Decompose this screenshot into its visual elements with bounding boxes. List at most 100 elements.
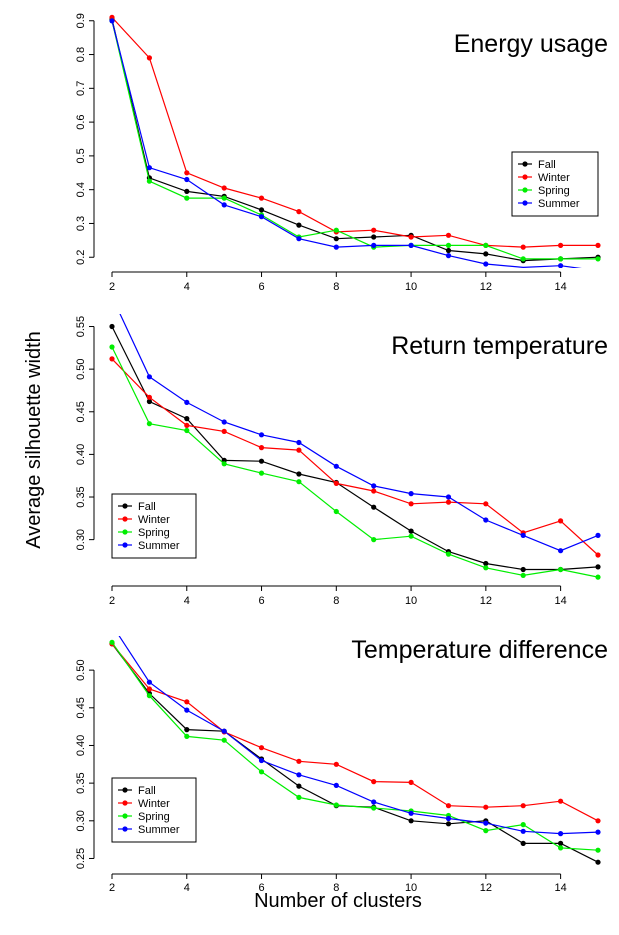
data-point xyxy=(146,374,152,380)
data-point xyxy=(558,566,564,573)
data-point xyxy=(296,439,302,446)
data-point xyxy=(296,471,302,477)
legend-marker xyxy=(122,542,128,548)
data-point xyxy=(184,416,190,422)
data-point xyxy=(184,733,190,740)
legend-item-fall: Fall xyxy=(118,785,156,797)
series-spring xyxy=(109,344,601,580)
data-point xyxy=(483,820,489,826)
data-point xyxy=(146,398,152,405)
data-point xyxy=(520,840,526,847)
data-point xyxy=(558,256,564,262)
data-point xyxy=(221,461,227,467)
data-point xyxy=(371,504,377,510)
data-point xyxy=(258,214,265,220)
data-point xyxy=(333,508,339,515)
data-point xyxy=(408,242,414,248)
data-point xyxy=(408,810,414,816)
data-point xyxy=(558,840,564,847)
legend-item-winter: Winter xyxy=(118,514,170,526)
x-axis: 2 4 6 8 10 12 14 xyxy=(109,271,567,293)
y-axis-label: Average silhouette width xyxy=(23,331,45,549)
data-point xyxy=(109,344,115,350)
data-point xyxy=(445,499,452,505)
data-point xyxy=(558,845,564,851)
series-line xyxy=(111,20,582,268)
y-axis: 0.30 0.35 0.40 0.45 0.50 0.55 xyxy=(75,316,95,550)
x-tick-label: 4 xyxy=(184,595,190,607)
data-point xyxy=(520,828,526,834)
y-tick-label: 0.40 xyxy=(75,735,87,756)
data-point xyxy=(483,251,489,257)
x-tick-label: 6 xyxy=(258,595,264,607)
data-point xyxy=(520,572,526,579)
data-point xyxy=(408,501,414,507)
series-group xyxy=(109,314,601,580)
legend-marker xyxy=(122,826,128,832)
series-line xyxy=(118,636,599,835)
data-point xyxy=(408,818,414,824)
data-point xyxy=(371,799,377,805)
series-line xyxy=(111,346,599,578)
y-tick-label: 0.6 xyxy=(75,114,87,129)
x-tick-label: 12 xyxy=(480,595,492,607)
data-point xyxy=(221,728,227,734)
legend-item-spring: Spring xyxy=(118,527,170,539)
legend-item-winter: Winter xyxy=(518,172,570,184)
x-axis: 2 4 6 8 10 12 14 xyxy=(109,873,567,894)
data-point xyxy=(333,782,339,789)
legend-item-summer: Summer xyxy=(518,198,580,210)
data-point xyxy=(184,170,190,176)
data-point xyxy=(558,242,564,248)
chart-panels: Energy usage 2 4 6 8 10 12 14 0.2 0.3 0.4 0.5 0.6 0.7… xyxy=(75,13,608,894)
series-line xyxy=(111,18,599,262)
legend-label: Summer xyxy=(538,198,580,210)
data-point xyxy=(595,847,601,853)
y-tick-label: 0.2 xyxy=(75,250,87,265)
data-point xyxy=(483,565,489,571)
data-point xyxy=(520,256,526,262)
x-tick-label: 14 xyxy=(554,281,566,293)
data-point xyxy=(146,394,152,400)
series-line xyxy=(111,16,598,248)
data-point xyxy=(445,247,452,254)
data-point xyxy=(408,779,414,786)
x-tick-label: 2 xyxy=(109,595,115,607)
y-tick-label: 0.40 xyxy=(75,444,87,465)
data-point xyxy=(333,244,339,250)
legend-label: Summer xyxy=(138,540,180,552)
y-tick-label: 0.50 xyxy=(75,659,87,680)
data-point xyxy=(558,548,564,554)
data-point xyxy=(445,551,452,557)
data-point xyxy=(558,798,564,804)
y-tick-label: 0.30 xyxy=(75,810,87,831)
y-tick-label: 0.45 xyxy=(75,697,87,718)
data-point xyxy=(483,517,489,523)
legend-label: Summer xyxy=(138,824,180,836)
x-tick-label: 8 xyxy=(333,281,339,293)
legend-marker xyxy=(122,503,128,509)
data-point xyxy=(146,165,152,171)
data-point xyxy=(371,805,377,811)
data-point xyxy=(595,552,601,558)
legend-item-summer: Summer xyxy=(118,540,180,552)
legend-label: Winter xyxy=(538,172,570,184)
data-point xyxy=(595,859,601,865)
y-tick-label: 0.25 xyxy=(75,848,87,869)
data-point xyxy=(595,818,601,824)
legend-label: Spring xyxy=(138,811,170,823)
legend-item-fall: Fall xyxy=(118,501,156,513)
series-line xyxy=(111,358,599,556)
data-point xyxy=(296,479,302,485)
legend-marker xyxy=(122,516,128,522)
data-point xyxy=(520,532,526,539)
data-point xyxy=(296,236,302,242)
panel-3: Temperature difference 2 4 6 8 10 12 14 0.25 0.30… xyxy=(75,636,608,894)
x-tick-label: 10 xyxy=(405,882,417,894)
y-tick-label: 0.5 xyxy=(75,148,87,163)
legend-marker xyxy=(522,187,528,193)
data-point xyxy=(408,234,414,240)
data-point xyxy=(296,758,302,764)
